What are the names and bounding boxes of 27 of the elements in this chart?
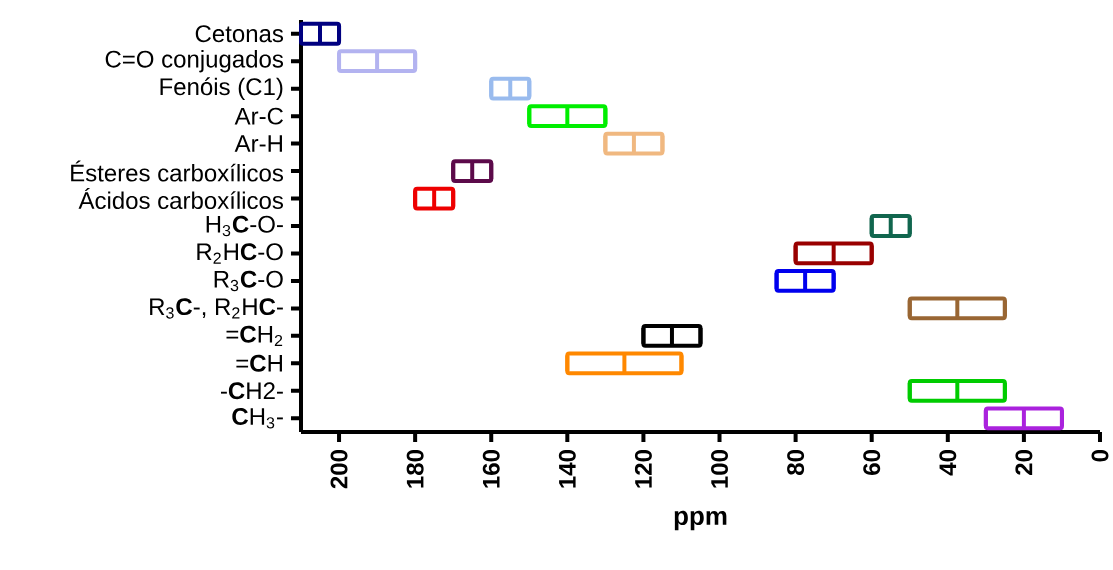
x-axis-title: ppm [674, 510, 727, 531]
y-tick-label: Cetonas [195, 25, 284, 43]
y-tick-label: =CH$_{2}$ [226, 325, 283, 347]
y-tick-label: R$_{2}$HC-O [197, 243, 283, 264]
x-tick-label: 100 [711, 450, 728, 488]
y-tick-label: R$_{3}$C-, R$_{2}$HC- [150, 298, 283, 319]
y-tick-label: Ácidos carboxílicos [78, 188, 284, 210]
x-tick-label: 60 [863, 450, 881, 475]
x-tick-label: 140 [558, 450, 576, 488]
x-tick-label: 180 [406, 450, 424, 488]
y-tick-label: =CH [236, 354, 282, 372]
y-tick-label: H$_{3}$C-O- [206, 215, 283, 237]
x-tick-label: 40 [939, 450, 957, 476]
y-tick-label: Ar-H [234, 135, 282, 152]
y-tick-label: Ésteres carboxílicos [71, 160, 284, 182]
x-tick-label: 20 [1015, 450, 1033, 475]
x-tick-label: 160 [482, 450, 500, 488]
x-tick-label: 80 [787, 450, 805, 476]
y-tick-label: R$_{3}$C-O [214, 270, 283, 292]
x-tick-label: 200 [330, 450, 348, 489]
y-tick-label: C=O conjugados [105, 50, 284, 73]
y-tick-label: CH$_{3}$- [232, 408, 283, 429]
x-tick-label: 0 [1091, 450, 1109, 462]
y-tick-label: -CH2- [221, 382, 283, 400]
y-tick-label: Ar-C [234, 107, 283, 125]
x-tick-label: 120 [634, 450, 652, 488]
y-tick-label: Fenóis (C1) [160, 77, 283, 100]
